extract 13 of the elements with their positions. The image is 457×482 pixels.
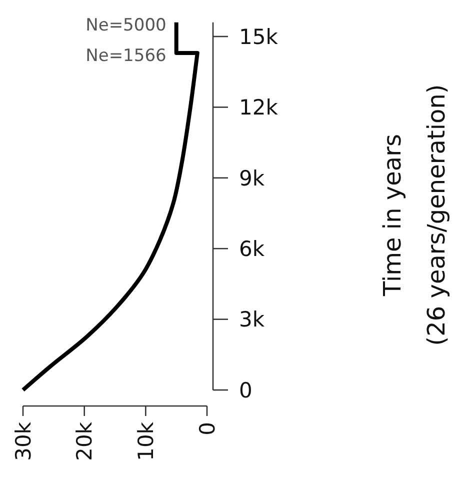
- y-tick-label: 12k: [239, 96, 279, 120]
- x-tick-label: 0: [195, 422, 220, 436]
- y-tick-label: 0: [239, 378, 252, 402]
- y-tick-label: 6k: [239, 236, 266, 261]
- x-tick-label: 30k: [11, 421, 36, 461]
- y-tick-label: 9k: [239, 166, 266, 190]
- annotation: Ne=5000: [86, 15, 166, 36]
- y-tick-label: 15k: [239, 24, 279, 49]
- y-axis-title: Time in years (26 years/generation): [378, 84, 450, 346]
- x-tick-label: 20k: [72, 421, 97, 461]
- x-tick-label: 10k: [134, 421, 158, 461]
- annotation: Ne=1566: [86, 46, 166, 66]
- y-tick-label: 3k: [239, 308, 266, 332]
